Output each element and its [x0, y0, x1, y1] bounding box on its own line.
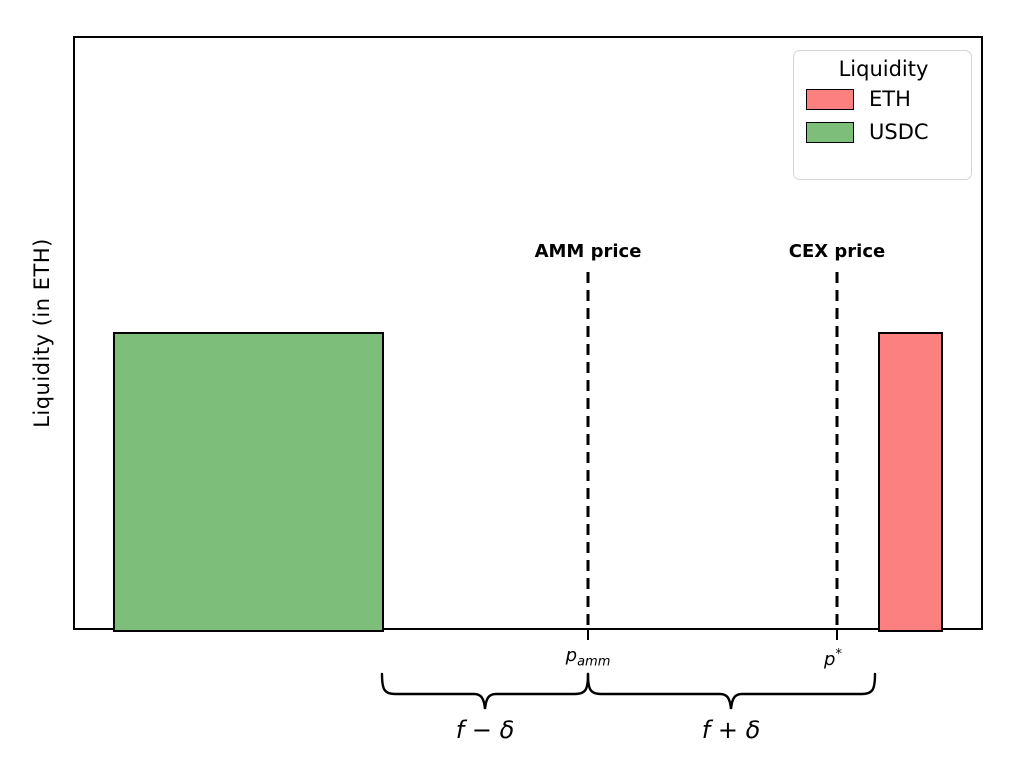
- pamm-subscript: amm: [577, 654, 611, 670]
- left-interval-label: f − δ: [455, 716, 515, 744]
- usdc-swatch: [806, 121, 854, 143]
- pamm-tick-label: pamm: [566, 645, 611, 670]
- usdc-bar: [113, 332, 384, 632]
- legend-item-eth: ETH: [806, 87, 961, 111]
- pamm-base: p: [565, 645, 578, 666]
- pstar-base: p: [824, 649, 836, 670]
- legend-item-usdc-label: USDC: [869, 120, 929, 144]
- cex-price-label: CEX price: [788, 241, 886, 262]
- y-axis-label: Liquidity (in ETH): [30, 238, 54, 428]
- amm-price-label: AMM price: [534, 241, 642, 262]
- eth-swatch: [806, 88, 854, 110]
- legend-item-usdc: USDC: [806, 120, 961, 144]
- right-interval-brace: [586, 672, 877, 710]
- pstar-tick-label: p*: [824, 647, 842, 670]
- eth-bar: [878, 332, 943, 632]
- legend: Liquidity ETH USDC: [793, 50, 972, 180]
- pstar-superscript: *: [835, 647, 842, 662]
- legend-title: Liquidity: [838, 57, 929, 81]
- left-interval-brace: [380, 672, 590, 710]
- legend-item-eth-label: ETH: [869, 87, 911, 111]
- right-interval-label: f + δ: [701, 716, 761, 744]
